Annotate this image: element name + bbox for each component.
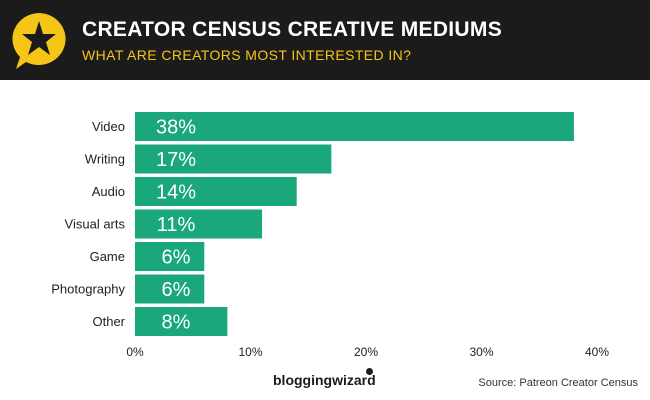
category-label: Game bbox=[90, 249, 125, 264]
brand-logo: bloggingwizard bbox=[273, 372, 376, 388]
bar-audio bbox=[135, 177, 297, 206]
bar-chart: Video 38% Writing 17% Audio 14% Visual arts 11%… bbox=[51, 112, 609, 359]
value-label: 6% bbox=[162, 247, 191, 269]
bar-writing bbox=[135, 144, 332, 174]
category-label: Photography bbox=[51, 282, 125, 297]
category-label: Video bbox=[92, 119, 125, 134]
category-label: Audio bbox=[92, 184, 125, 199]
x-tick-label: 20% bbox=[354, 345, 378, 359]
value-label: 8% bbox=[162, 312, 191, 334]
bar-photography bbox=[135, 274, 205, 304]
value-label: 38% bbox=[156, 117, 196, 139]
value-label: 6% bbox=[162, 279, 191, 301]
chart-subtitle: WHAT ARE CREATORS MOST INTERESTED IN? bbox=[82, 47, 412, 63]
star-speech-bubble-icon bbox=[12, 13, 66, 69]
brand-dot-icon bbox=[366, 368, 373, 375]
bar-video bbox=[135, 112, 574, 141]
value-label: 17% bbox=[156, 149, 196, 171]
x-tick-label: 30% bbox=[469, 345, 493, 359]
category-label: Visual arts bbox=[65, 217, 126, 232]
category-label: Writing bbox=[85, 152, 125, 167]
value-label: 14% bbox=[156, 182, 196, 204]
value-label: 11% bbox=[157, 214, 196, 236]
bar-other bbox=[135, 307, 228, 336]
source-note: Source: Patreon Creator Census bbox=[478, 377, 638, 389]
x-tick-label: 0% bbox=[126, 345, 144, 359]
category-label: Other bbox=[92, 314, 125, 329]
header-banner: CREATOR CENSUS CREATIVE MEDIUMS WHAT ARE… bbox=[0, 0, 650, 80]
chart-title: CREATOR CENSUS CREATIVE MEDIUMS bbox=[82, 18, 502, 41]
x-tick-label: 40% bbox=[585, 345, 609, 359]
x-tick-label: 10% bbox=[238, 345, 262, 359]
bar-game bbox=[135, 242, 205, 271]
bar-visual-arts bbox=[135, 209, 263, 239]
